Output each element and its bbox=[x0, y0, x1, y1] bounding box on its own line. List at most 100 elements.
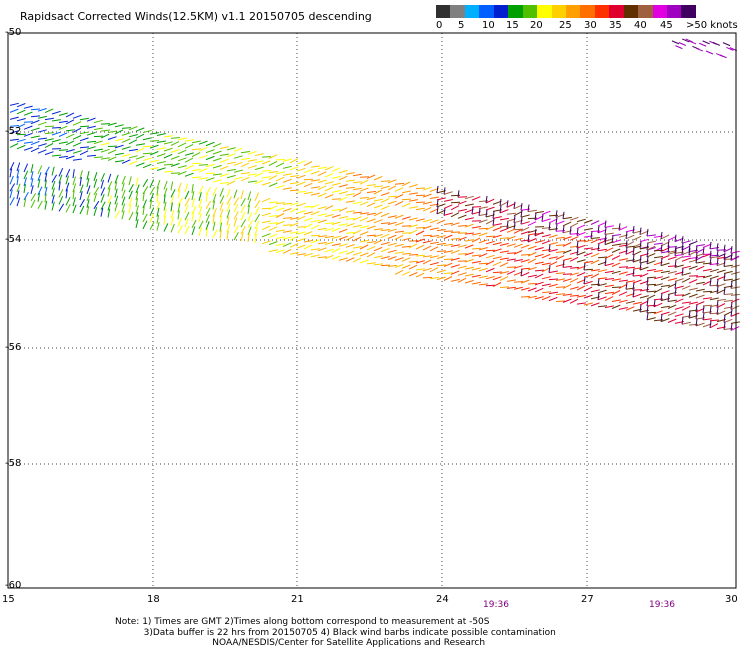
wind-barb bbox=[387, 221, 397, 225]
wind-barb bbox=[114, 210, 121, 219]
wind-barb-flag bbox=[716, 258, 719, 266]
wind-barb-flag bbox=[681, 247, 684, 255]
wind-barb bbox=[198, 146, 208, 152]
wind-barb bbox=[191, 198, 196, 208]
wind-barb bbox=[380, 198, 390, 203]
wind-barb bbox=[422, 240, 432, 244]
wind-barb bbox=[590, 302, 600, 307]
longitude-label: 15 bbox=[2, 594, 15, 605]
wind-barb bbox=[310, 239, 320, 244]
wind-barb bbox=[583, 268, 594, 271]
wind-barb bbox=[534, 261, 544, 265]
wind-barb bbox=[37, 178, 41, 188]
wind-barb bbox=[569, 266, 580, 269]
wind-barb bbox=[520, 279, 530, 284]
wind-barb bbox=[310, 211, 320, 216]
wind-barb bbox=[65, 175, 69, 185]
wind-barb bbox=[86, 205, 90, 215]
wind-barb bbox=[51, 131, 61, 136]
wind-barb bbox=[660, 255, 670, 260]
wind-barb bbox=[163, 135, 173, 138]
wind-barb bbox=[289, 251, 299, 255]
wind-barb bbox=[590, 273, 600, 279]
wind-barb-flag bbox=[583, 276, 586, 285]
wind-barb bbox=[415, 207, 425, 211]
wind-barb bbox=[366, 225, 376, 230]
wind-barb bbox=[331, 221, 341, 225]
scale-label: 40 bbox=[634, 20, 647, 31]
wind-barb-flag bbox=[681, 317, 684, 325]
wind-barb bbox=[289, 207, 299, 213]
wind-barb bbox=[289, 189, 300, 192]
wind-barb bbox=[163, 194, 166, 204]
wind-barb bbox=[569, 298, 579, 304]
wind-barb bbox=[699, 42, 707, 47]
wind-barb bbox=[527, 238, 537, 243]
wind-barb bbox=[688, 250, 698, 256]
wind-barb bbox=[93, 156, 104, 159]
wind-barb bbox=[30, 147, 40, 153]
wind-barb bbox=[16, 144, 26, 150]
wind-barb bbox=[352, 229, 362, 235]
wind-barb bbox=[205, 163, 215, 168]
wind-barb bbox=[611, 239, 621, 244]
wind-barb bbox=[296, 238, 306, 242]
wind-barb bbox=[723, 247, 733, 253]
wind-barb bbox=[226, 188, 231, 198]
wind-barb bbox=[324, 248, 334, 253]
wind-barb bbox=[184, 183, 189, 193]
wind-barb bbox=[702, 40, 710, 45]
wind-barb bbox=[240, 198, 246, 207]
wind-barb bbox=[51, 187, 55, 197]
wind-barb bbox=[177, 217, 182, 227]
wind-barb bbox=[219, 146, 229, 149]
wind-barb bbox=[317, 227, 327, 231]
wind-barb bbox=[289, 243, 299, 248]
wind-barb bbox=[527, 258, 537, 264]
wind-barb bbox=[226, 168, 236, 172]
wind-barb bbox=[58, 149, 69, 151]
wind-barb bbox=[30, 177, 34, 188]
wind-barb bbox=[16, 176, 19, 186]
wind-barb bbox=[380, 222, 391, 225]
wind-barb bbox=[366, 218, 376, 223]
wind-barb bbox=[513, 204, 523, 210]
wind-barb bbox=[429, 208, 439, 213]
wind-barb bbox=[156, 147, 166, 150]
wind-barb bbox=[240, 219, 247, 228]
wind-barb bbox=[457, 225, 468, 227]
wind-barb-flag bbox=[527, 234, 530, 243]
wind-barb bbox=[338, 170, 348, 174]
wind-barb bbox=[121, 127, 132, 129]
wind-barb bbox=[597, 296, 607, 301]
wind-barb bbox=[247, 165, 257, 169]
wind-barb bbox=[492, 276, 502, 281]
wind-barb bbox=[65, 204, 71, 213]
wind-barb bbox=[359, 244, 369, 250]
wind-barb bbox=[177, 210, 180, 220]
wind-barb bbox=[282, 178, 292, 183]
wind-barb bbox=[478, 275, 488, 279]
wind-barb bbox=[632, 301, 642, 305]
wind-barb bbox=[401, 245, 411, 248]
wind-speed-color-scale bbox=[436, 5, 696, 18]
wind-barb bbox=[415, 244, 425, 250]
wind-barb bbox=[114, 181, 118, 191]
wind-barb bbox=[16, 190, 20, 200]
wind-barb bbox=[541, 276, 551, 280]
latitude-label: -54 bbox=[5, 234, 22, 245]
wind-barb bbox=[716, 298, 726, 302]
wind-barb bbox=[93, 200, 100, 210]
wind-barb bbox=[261, 156, 272, 158]
wind-barb bbox=[534, 253, 544, 258]
wind-barb bbox=[205, 141, 215, 147]
wind-barb bbox=[674, 255, 684, 261]
wind-barb bbox=[261, 160, 271, 165]
wind-barb bbox=[233, 203, 239, 213]
wind-barb bbox=[408, 192, 418, 195]
wind-barb-flag bbox=[597, 243, 600, 251]
wind-barb bbox=[639, 230, 649, 236]
wind-barb bbox=[331, 182, 341, 186]
wind-barb bbox=[58, 188, 64, 198]
wind-barb bbox=[401, 232, 412, 234]
